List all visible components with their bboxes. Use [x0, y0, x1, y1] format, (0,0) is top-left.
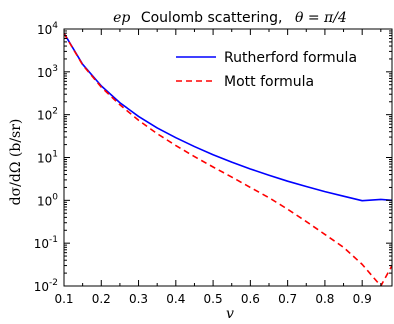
y-tick-exponent: -2 [49, 278, 58, 288]
y-tick-label: 101 [37, 150, 58, 166]
title-main: Coulomb scattering, [141, 10, 283, 26]
y-tick-exponent: 3 [52, 64, 58, 74]
y-tick-exponent: 0 [52, 192, 58, 202]
x-tick-label: 0.1 [54, 292, 73, 306]
y-tick-base: 10 [34, 237, 49, 251]
x-tick-label: 0.5 [204, 292, 223, 306]
y-tick-base: 10 [37, 23, 52, 37]
chart-title: ep Coulomb scattering, θ = π/4 [113, 10, 347, 26]
x-tick-label: 0.6 [241, 292, 260, 306]
y-tick-base: 10 [37, 109, 52, 123]
title-math: θ = π/4 [295, 10, 347, 26]
y-tick-base: 10 [34, 280, 49, 294]
y-tick-base: 10 [37, 194, 52, 208]
x-tick-label: 0.3 [129, 292, 148, 306]
legend-label-rutherford: Rutherford formula [224, 50, 357, 66]
x-tick-label: 0.4 [166, 292, 185, 306]
y-tick-base: 10 [37, 66, 52, 80]
y-tick-label: 10-1 [34, 235, 58, 251]
y-tick-label: 102 [37, 107, 58, 123]
y-tick-exponent: 4 [52, 21, 58, 31]
x-tick-label: 0.7 [278, 292, 297, 306]
plot-area [64, 29, 392, 286]
x-tick-label: 0.8 [315, 292, 334, 306]
y-tick-base: 10 [37, 152, 52, 166]
title-prefix: ep [113, 10, 130, 26]
y-tick-label: 104 [37, 21, 58, 37]
y-tick-exponent: 1 [52, 150, 58, 160]
x-axis-label: v [226, 306, 234, 322]
y-axis-label: dσ/dΩ (b/sr) [8, 119, 24, 206]
y-tick-exponent: -1 [49, 235, 58, 245]
y-tick-label: 103 [37, 64, 58, 80]
plot-background [64, 29, 392, 286]
y-tick-exponent: 2 [52, 107, 58, 117]
x-tick-label: 0.9 [353, 292, 372, 306]
legend-label-mott: Mott formula [224, 74, 314, 90]
x-tick-label: 0.2 [92, 292, 111, 306]
y-tick-label: 100 [37, 192, 58, 208]
